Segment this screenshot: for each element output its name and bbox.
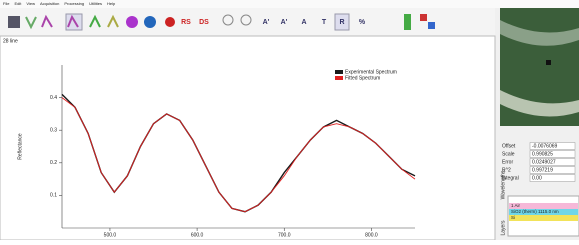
field-value: 0.00 <box>532 175 542 181</box>
side-label: Layers <box>500 220 506 236</box>
menu-item[interactable]: File <box>3 1 10 6</box>
toolbar-button[interactable]: A <box>301 19 306 26</box>
menu-item[interactable]: Edit <box>14 1 22 6</box>
icon[interactable] <box>404 14 411 30</box>
y-tick-label: 0.2 <box>50 160 57 166</box>
menu-item[interactable]: Help <box>107 1 116 6</box>
toolbar-button[interactable]: R <box>339 19 344 26</box>
chart-panel <box>0 36 495 240</box>
toolbar-button[interactable]: RS <box>181 19 191 26</box>
y-tick-label: 0.4 <box>50 95 57 101</box>
menu-item[interactable]: Processing <box>64 1 84 6</box>
x-tick-label: 600.0 <box>191 232 204 238</box>
y-axis-label: Reflectance <box>17 133 23 160</box>
toolbar-button[interactable]: DS <box>199 19 209 26</box>
layer-name: SiO2 (therm) 1115.0 nm <box>511 209 559 214</box>
icon[interactable] <box>126 16 138 28</box>
icon[interactable] <box>428 22 435 29</box>
field-value: 0.997219 <box>532 167 553 173</box>
x-tick-label: 800.0 <box>365 232 378 238</box>
field-label: Error <box>502 159 513 165</box>
toolbar-button[interactable]: T <box>322 19 327 26</box>
toolbar-button[interactable]: A' <box>263 19 270 26</box>
x-tick-label: 500.0 <box>104 232 117 238</box>
field-value: -0.0076069 <box>532 143 558 149</box>
icon[interactable] <box>144 16 156 28</box>
app-window: 28 line Wavelengths Layers FileEditViewA… <box>0 0 579 240</box>
menu-item[interactable]: View <box>26 1 35 6</box>
menu-item[interactable]: Acquisition <box>40 1 59 6</box>
layer-row[interactable] <box>509 215 578 221</box>
icon[interactable] <box>165 17 175 27</box>
legend-label: Fitted Spectrum <box>345 75 380 81</box>
field-value: 0.990825 <box>532 151 553 157</box>
field-label: R^2 <box>502 167 511 173</box>
toolbar-button[interactable]: % <box>359 19 366 26</box>
image-spot <box>546 60 551 65</box>
menu-item[interactable]: Utilities <box>89 1 102 6</box>
panel-label: 28 line <box>3 38 18 44</box>
icon[interactable] <box>420 14 427 21</box>
field-label: Scale <box>502 151 515 157</box>
layer-name: 1 Air <box>511 203 521 208</box>
y-tick-label: 0.1 <box>50 193 57 199</box>
y-tick-label: 0.3 <box>50 128 57 134</box>
field-value: 0.0249027 <box>532 159 556 165</box>
x-tick-label: 700.0 <box>278 232 291 238</box>
field-label: Integral <box>502 175 519 181</box>
layer-name: Si <box>511 215 515 220</box>
toolbar-button[interactable]: A' <box>281 19 288 26</box>
icon[interactable] <box>8 16 20 28</box>
legend-swatch <box>335 76 343 80</box>
field-label: Offset <box>502 143 516 149</box>
legend-swatch <box>335 70 343 74</box>
menu-bar <box>0 0 579 8</box>
